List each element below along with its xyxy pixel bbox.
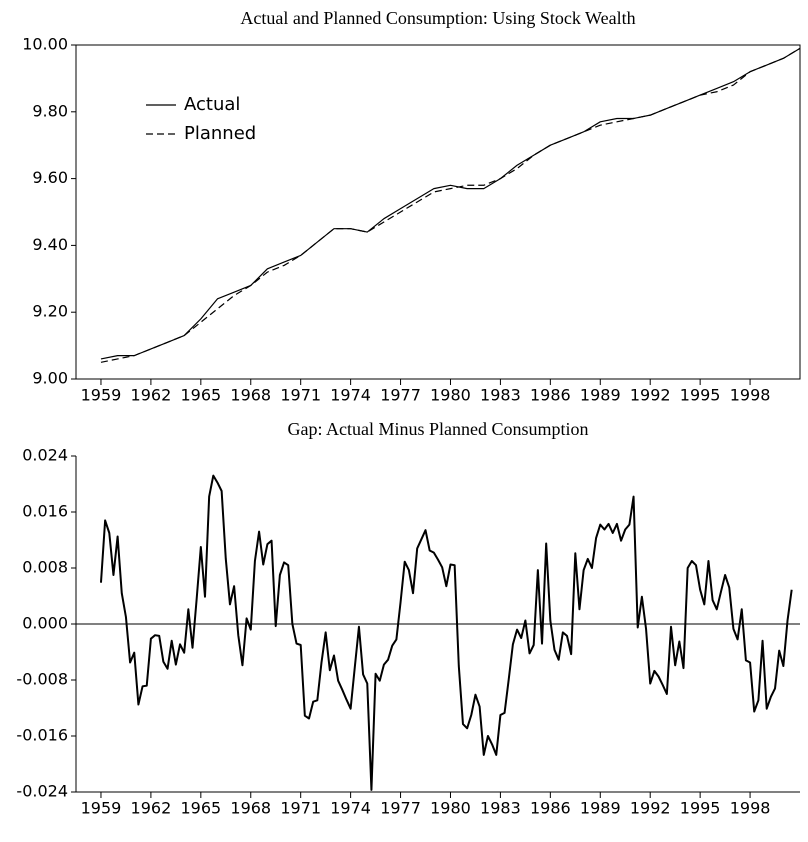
x-tick-label: 1974	[330, 799, 371, 818]
x-tick-label: 1983	[480, 799, 521, 818]
y-tick-label: -0.016	[16, 726, 68, 745]
plot-frame	[75, 44, 801, 380]
x-tick-label: 1965	[180, 386, 221, 405]
x-tick-label: 1989	[580, 799, 621, 818]
y-tick-label: 9.60	[32, 168, 68, 187]
y-tick-label: 0.024	[22, 446, 68, 465]
y-tick-label: 9.00	[32, 369, 68, 388]
y-tick-label: 9.80	[32, 101, 68, 120]
x-tick-label: 1986	[530, 799, 571, 818]
x-tick-label: 1989	[580, 386, 621, 405]
x-tick-label: 1971	[280, 799, 321, 818]
y-tick-label: 0.016	[22, 502, 68, 521]
x-tick-label: 1968	[230, 386, 271, 405]
x-tick-label: 1992	[630, 799, 671, 818]
x-tick-label: 1998	[730, 799, 771, 818]
x-tick-label: 1983	[480, 386, 521, 405]
x-tick-label: 1962	[131, 386, 172, 405]
x-tick-label: 1986	[530, 386, 571, 405]
chart-title: Actual and Planned Consumption: Using St…	[240, 8, 635, 28]
data-line	[100, 47, 801, 363]
y-tick-label: -0.024	[16, 782, 68, 801]
x-tick-label: 1977	[380, 799, 421, 818]
legend-label: Planned	[184, 123, 256, 144]
y-tick-label: 9.40	[32, 235, 68, 254]
y-tick-label: 0.008	[22, 558, 68, 577]
x-tick-label: 1959	[81, 386, 122, 405]
x-tick-label: 1974	[330, 386, 371, 405]
x-tick-label: 1971	[280, 386, 321, 405]
x-tick-label: 1995	[680, 799, 721, 818]
x-tick-label: 1998	[730, 386, 771, 405]
y-tick-label: 0.000	[22, 614, 68, 633]
x-tick-label: 1995	[680, 386, 721, 405]
x-tick-label: 1980	[430, 799, 471, 818]
y-tick-label: 9.20	[32, 302, 68, 321]
x-tick-label: 1977	[380, 386, 421, 405]
x-tick-label: 1980	[430, 386, 471, 405]
data-line	[99, 474, 793, 791]
y-tick-label: -0.008	[16, 670, 68, 689]
x-tick-label: 1962	[131, 799, 172, 818]
y-tick-label: 10.00	[22, 35, 68, 54]
x-tick-label: 1968	[230, 799, 271, 818]
x-tick-label: 1959	[81, 799, 122, 818]
x-tick-label: 1992	[630, 386, 671, 405]
x-tick-label: 1965	[180, 799, 221, 818]
chart-title: Gap: Actual Minus Planned Consumption	[288, 419, 589, 439]
legend-label: Actual	[184, 94, 240, 115]
